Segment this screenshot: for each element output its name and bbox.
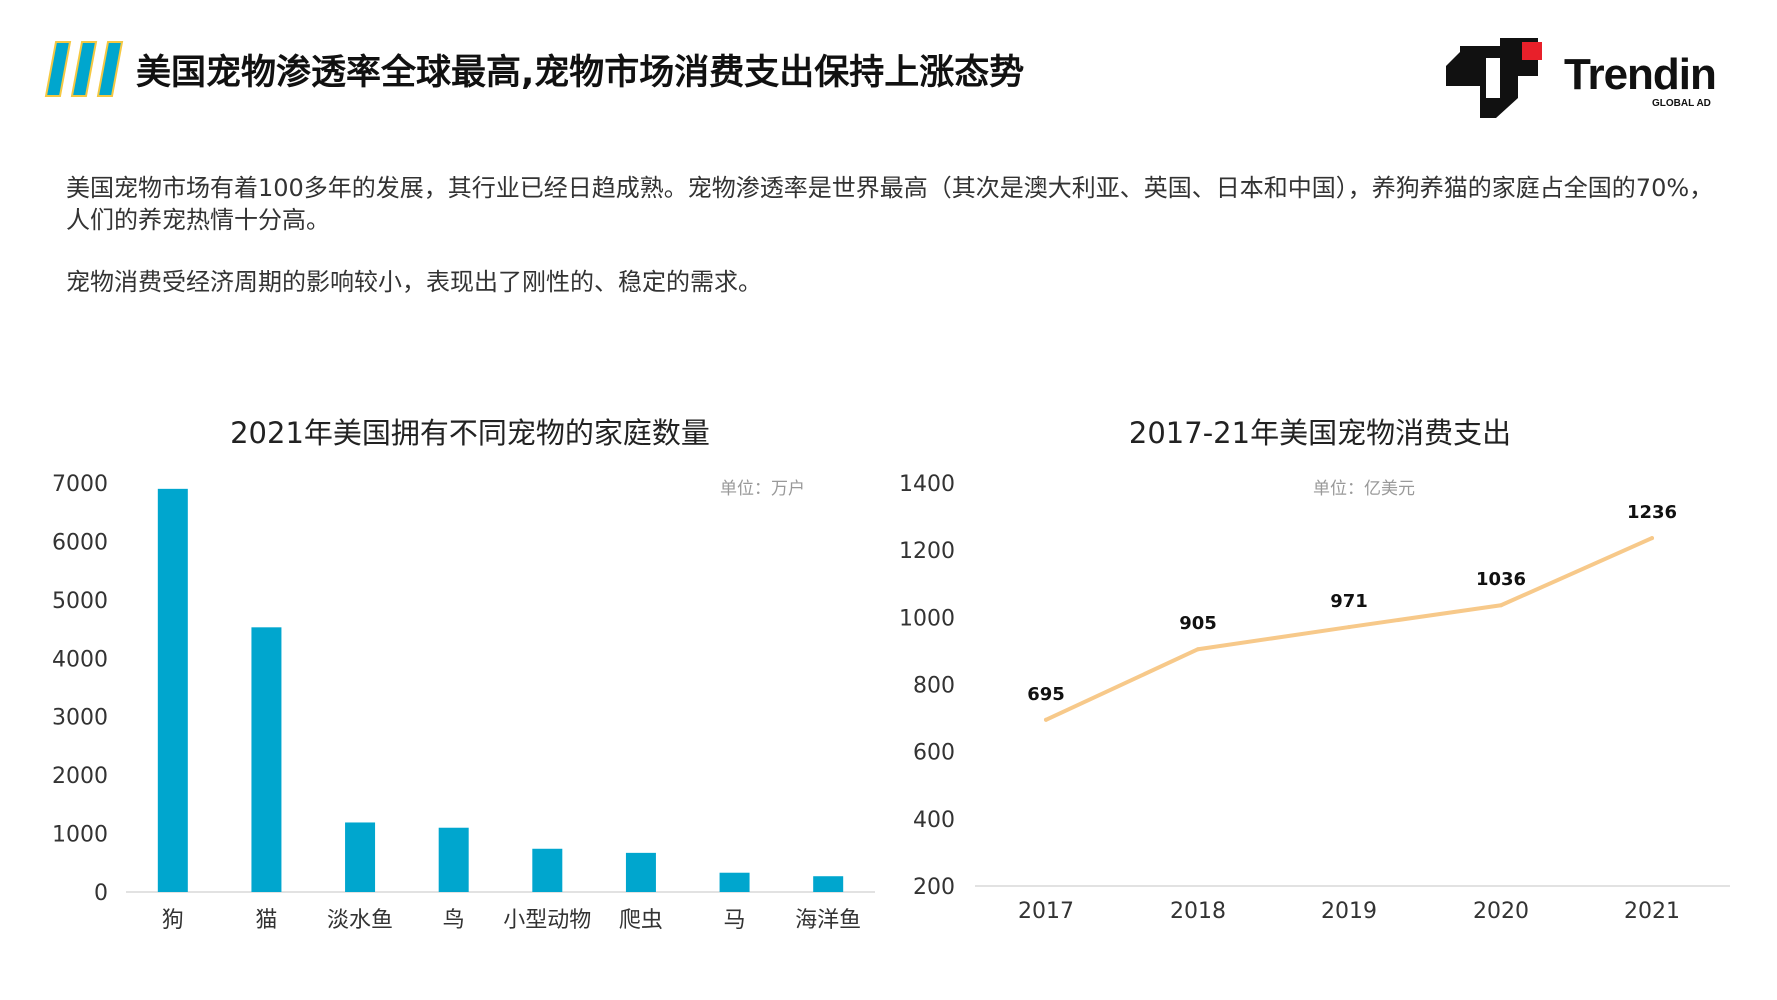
bar-y-tick-label: 6000 <box>52 530 108 555</box>
data-label: 1036 <box>1476 569 1526 590</box>
line-x-tick-label: 2020 <box>1473 899 1529 924</box>
bar-y-tick-label: 7000 <box>52 472 108 497</box>
intro-paragraph: 宠物消费受经济周期的影响较小，表现出了刚性的、稳定的需求。 <box>66 268 762 296</box>
data-point <box>1044 717 1048 722</box>
line-x-tick-label: 2021 <box>1624 899 1680 924</box>
bar <box>157 488 188 892</box>
line-y-tick-label: 1400 <box>899 472 955 497</box>
intro-paragraph: 美国宠物市场有着100多年的发展，其行业已经日趋成熟。宠物渗透率是世界最高（其次… <box>66 174 1714 234</box>
bar-x-tick-label: 小型动物 <box>503 908 591 933</box>
line-x-tick-label: 2018 <box>1170 899 1226 924</box>
bar-x-tick-label: 爬虫 <box>619 908 663 933</box>
bar-chart-unit: 单位：万户 <box>720 479 805 499</box>
bar <box>625 852 656 892</box>
bar <box>438 827 469 892</box>
data-point <box>1347 625 1351 630</box>
bar-x-tick-label: 鸟 <box>443 908 465 933</box>
bar <box>532 848 563 892</box>
line-chart: 200 400 600 800 1000 1200 1400 695 2017 905 2018 97… <box>899 472 1730 924</box>
bar-x-tick-label: 马 <box>724 908 746 933</box>
bar-y-tick-label: 4000 <box>52 647 108 672</box>
intro-text: 美国宠物市场有着100多年的发展，其行业已经日趋成熟。宠物渗透率是世界最高（其次… <box>66 172 1716 328</box>
data-label: 695 <box>1027 684 1065 705</box>
bar-x-tick-label: 海洋鱼 <box>795 908 861 933</box>
bar <box>813 876 844 892</box>
line-x-tick-label: 2019 <box>1321 899 1377 924</box>
brand-logo: Trendin GLOBAL AD <box>1446 38 1746 118</box>
data-label: 1236 <box>1627 502 1677 523</box>
bar-y-tick-label: 5000 <box>52 589 108 614</box>
bar-y-tick-label: 0 <box>94 881 108 906</box>
line-chart-title: 2017-21年美国宠物消费支出 <box>1128 416 1512 450</box>
bar-x-tick-label: 狗 <box>162 908 184 933</box>
logo-subtext: GLOBAL AD <box>1652 98 1711 109</box>
page-title: 美国宠物渗透率全球最高,宠物市场消费支出保持上涨态势 <box>136 53 1025 93</box>
title-stripes-icon <box>44 41 124 97</box>
bar <box>251 627 282 892</box>
data-point <box>1499 603 1503 608</box>
bar-y-tick-label: 2000 <box>52 764 108 789</box>
line-y-tick-label: 400 <box>913 808 955 833</box>
bar-chart: 0 1000 2000 3000 4000 5000 6000 7000 狗 猫 淡水鱼 鸟 小型动物 爬… <box>52 472 875 933</box>
data-label: 905 <box>1179 613 1217 634</box>
bar-x-tick-label: 猫 <box>255 908 277 933</box>
logo-mark-icon <box>1446 38 1542 118</box>
line-y-tick-label: 600 <box>913 741 955 766</box>
bar <box>345 822 376 892</box>
line-chart-unit: 单位：亿美元 <box>1313 479 1415 499</box>
line-y-tick-label: 800 <box>913 674 955 699</box>
line-y-tick-label: 200 <box>913 875 955 900</box>
line-y-tick-label: 1000 <box>899 606 955 631</box>
bar <box>719 872 750 892</box>
bar-x-tick-label: 淡水鱼 <box>327 908 393 933</box>
bar-y-tick-label: 1000 <box>52 823 108 848</box>
data-label: 971 <box>1330 591 1368 612</box>
data-point <box>1650 536 1654 541</box>
bar-chart-title: 2021年美国拥有不同宠物的家庭数量 <box>230 416 710 450</box>
bar-y-tick-label: 3000 <box>52 706 108 731</box>
data-point <box>1196 647 1200 652</box>
line-y-tick-label: 1200 <box>899 539 955 564</box>
line-x-tick-label: 2017 <box>1018 899 1074 924</box>
logo-wordmark: Trendin <box>1564 50 1717 99</box>
